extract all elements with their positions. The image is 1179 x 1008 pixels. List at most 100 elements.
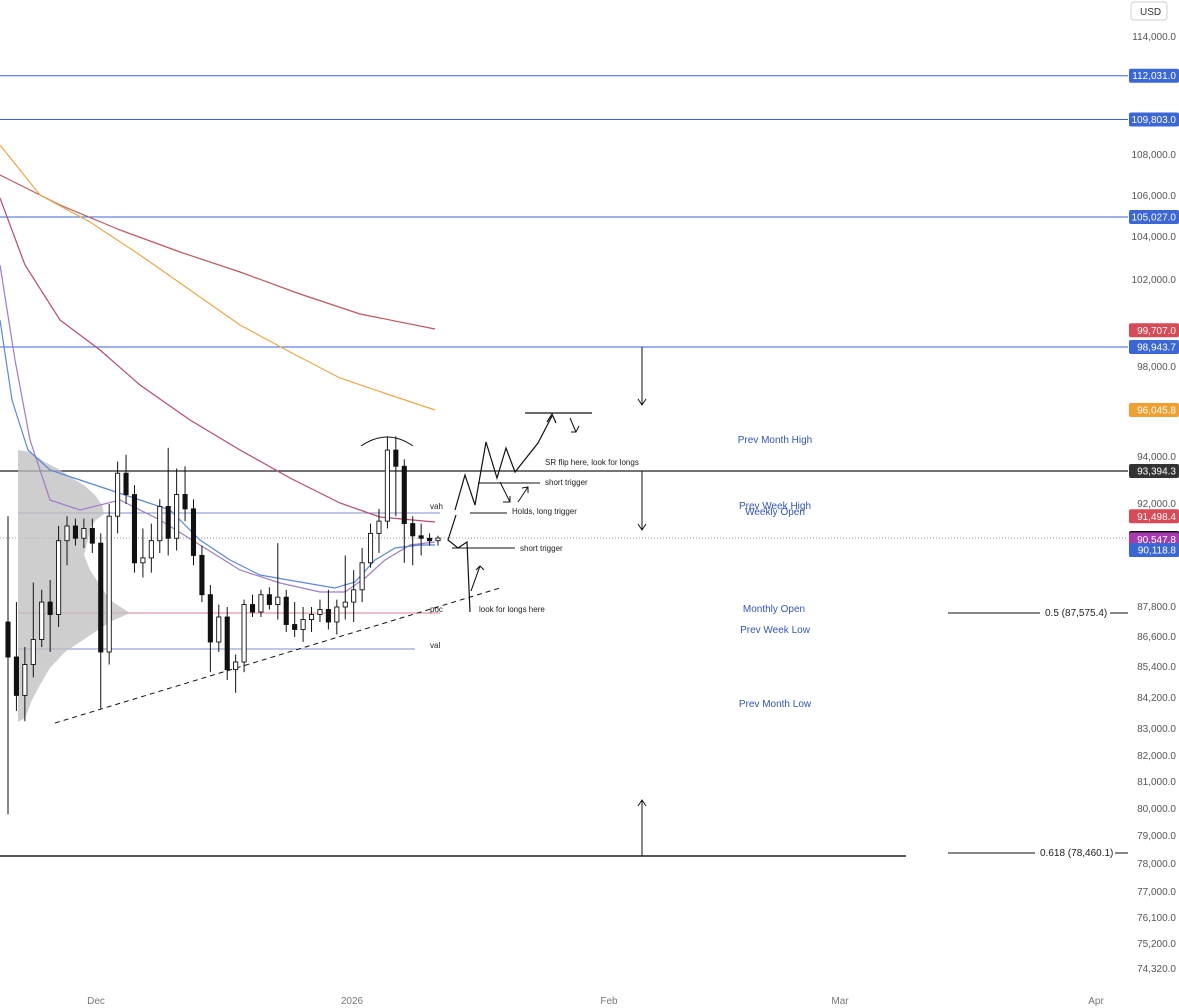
candle: [89, 518, 95, 553]
candle: [384, 436, 390, 529]
y-tick-label: 75,200.0: [1137, 939, 1176, 950]
price-tag: [1129, 209, 1179, 224]
candle: [401, 459, 407, 563]
candle: [342, 555, 348, 620]
arrow-head: [546, 412, 557, 424]
candle-body: [435, 537, 441, 542]
candle-body: [266, 594, 272, 605]
candle-body: [190, 508, 197, 556]
candle-body: [56, 540, 62, 615]
candle-body: [165, 505, 171, 539]
candle: [418, 523, 424, 556]
horizontal-levels: [0, 75, 1128, 857]
down-arrow-head: [637, 398, 647, 406]
time-axis[interactable]: Dec 2026 Feb Mar Apr: [87, 996, 1104, 1007]
level-label: Prev Month High: [738, 435, 812, 446]
candle-body: [106, 515, 112, 653]
candle: [22, 647, 28, 722]
candle-body: [123, 472, 129, 495]
price-axis-bg: [1128, 0, 1179, 1008]
candle: [47, 579, 53, 652]
candle: [56, 526, 62, 627]
candle: [393, 436, 399, 517]
y-tick-label: 74,320.0: [1137, 964, 1176, 975]
y-tick-label: 79,000.0: [1137, 831, 1176, 842]
candle-body: [157, 505, 163, 542]
candle-body: [5, 621, 11, 658]
candle-body: [140, 557, 146, 564]
candle-body: [72, 525, 79, 539]
candle: [376, 508, 382, 553]
candle: [367, 523, 374, 568]
arrow-up-small: [517, 486, 529, 503]
candle-body: [334, 606, 340, 623]
price-tag-text: 99,707.0: [1137, 326, 1176, 337]
price-tag-text: 105,027.0: [1132, 212, 1177, 223]
price-tag: [1129, 509, 1179, 524]
price-tag: [1129, 112, 1179, 127]
candle-body: [308, 614, 315, 620]
candle: [5, 516, 11, 815]
candle-body: [115, 472, 121, 517]
y-tick-label: 84,200.0: [1137, 693, 1176, 704]
candle: [199, 545, 205, 603]
level-label: Prev Week High: [739, 501, 811, 512]
candlesticks: [5, 436, 441, 815]
candle-body: [148, 540, 154, 559]
price-tag-text: 90,118.8: [1138, 546, 1177, 557]
candle-body: [283, 596, 289, 625]
candle: [334, 599, 340, 635]
candle-body: [30, 639, 36, 665]
candle: [233, 654, 239, 693]
candle-body: [359, 562, 365, 591]
small-arrow: [569, 417, 580, 433]
ma-red-line: [0, 174, 436, 330]
candle-body: [131, 494, 138, 564]
y-tick-label: 114,000.0: [1132, 32, 1176, 43]
price-axis[interactable]: USD 114,000.0 108,000.0 106,000.0 104,000.0 1…: [1128, 0, 1179, 1008]
projected-path-down: [447, 514, 471, 613]
candle: [435, 535, 441, 546]
candle: [39, 589, 45, 647]
candle-body: [401, 465, 407, 525]
candle-body: [427, 537, 433, 542]
candle: [359, 548, 365, 603]
candle-body: [342, 601, 348, 608]
price-tag: [1129, 403, 1179, 417]
annotation-text: look for longs here: [479, 605, 545, 614]
candle: [106, 504, 112, 665]
candle: [165, 447, 171, 556]
x-tick-label: Feb: [600, 996, 618, 1007]
volume-profile: [18, 450, 130, 722]
ma-pink-line: [0, 197, 436, 523]
candle-body: [376, 520, 382, 534]
trendline-dashed: [54, 587, 501, 724]
x-tick-label: Dec: [87, 996, 105, 1007]
price-tag-text: 98,943.7: [1137, 343, 1176, 354]
candle-body: [325, 609, 331, 623]
candle: [351, 570, 357, 622]
x-tick-label: Apr: [1088, 996, 1104, 1007]
candle-body: [233, 661, 239, 671]
y-tick-label: 81,000.0: [1137, 777, 1176, 788]
candle: [325, 589, 331, 630]
candle: [131, 485, 138, 573]
y-tick-label: 78,000.0: [1137, 859, 1176, 870]
candle: [283, 589, 289, 632]
candle-body: [292, 624, 298, 630]
candle-body: [22, 664, 28, 696]
price-tag: [1129, 340, 1179, 354]
profile-label: poc: [430, 605, 443, 614]
fib-label: 0.618 (78,460.1): [1040, 848, 1113, 859]
candle-body: [300, 619, 306, 630]
candle: [98, 533, 104, 709]
price-tag-text: 96,045.8: [1137, 406, 1176, 417]
price-tag-text: 93,394.3: [1137, 467, 1176, 478]
level-labels: SR flip here, look for longs short trigge…: [430, 435, 1113, 859]
candle: [308, 607, 315, 632]
ma-purple-line: [0, 264, 436, 593]
price-tag-text: 112,031.0: [1132, 71, 1176, 82]
currency-box[interactable]: [1130, 1, 1168, 21]
